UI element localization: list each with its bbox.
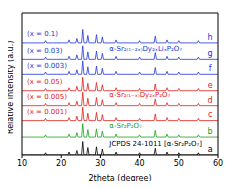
svg-text:10: 10 xyxy=(17,159,27,168)
svg-text:(x = 0.001): (x = 0.001) xyxy=(27,108,67,116)
svg-text:(x = 0.05): (x = 0.05) xyxy=(27,78,63,86)
svg-text:20: 20 xyxy=(56,159,66,168)
svg-text:30: 30 xyxy=(95,159,105,168)
svg-text:f: f xyxy=(209,64,212,73)
svg-text:e: e xyxy=(208,81,213,90)
svg-text:a: a xyxy=(208,145,213,154)
svg-text:(x = 0.005): (x = 0.005) xyxy=(27,93,67,101)
svg-text:α-Sr₂P₂O₇: α-Sr₂P₂O₇ xyxy=(109,122,142,130)
svg-text:50: 50 xyxy=(174,159,184,168)
svg-text:α-Sr₂₍₁₋₂ₓ₎Dy₂ₓLiₓP₂O₇: α-Sr₂₍₁₋₂ₓ₎Dy₂ₓLiₓP₂O₇ xyxy=(109,45,182,53)
svg-text:h: h xyxy=(208,33,213,42)
svg-text:(x = 0.003): (x = 0.003) xyxy=(27,62,67,70)
svg-text:40: 40 xyxy=(135,159,145,168)
svg-text:60: 60 xyxy=(213,159,223,168)
svg-text:g: g xyxy=(208,49,213,58)
svg-text:b: b xyxy=(208,127,213,136)
svg-text:(x = 0.1): (x = 0.1) xyxy=(27,30,58,38)
svg-text:Relative intensity (a.u.): Relative intensity (a.u.) xyxy=(8,41,15,134)
svg-text:JCPDS 24-1011 [α-Sr₂P₂O₇]: JCPDS 24-1011 [α-Sr₂P₂O₇] xyxy=(108,140,202,148)
svg-text:2theta (degree): 2theta (degree) xyxy=(88,174,151,181)
svg-text:α-Sr₂₍₁₋ₓ₎Dy₂ₓP₂O₇: α-Sr₂₍₁₋ₓ₎Dy₂ₓP₂O₇ xyxy=(109,91,170,99)
svg-text:d: d xyxy=(208,96,213,105)
svg-text:c: c xyxy=(208,110,212,119)
svg-text:(x = 0.03): (x = 0.03) xyxy=(27,47,63,55)
